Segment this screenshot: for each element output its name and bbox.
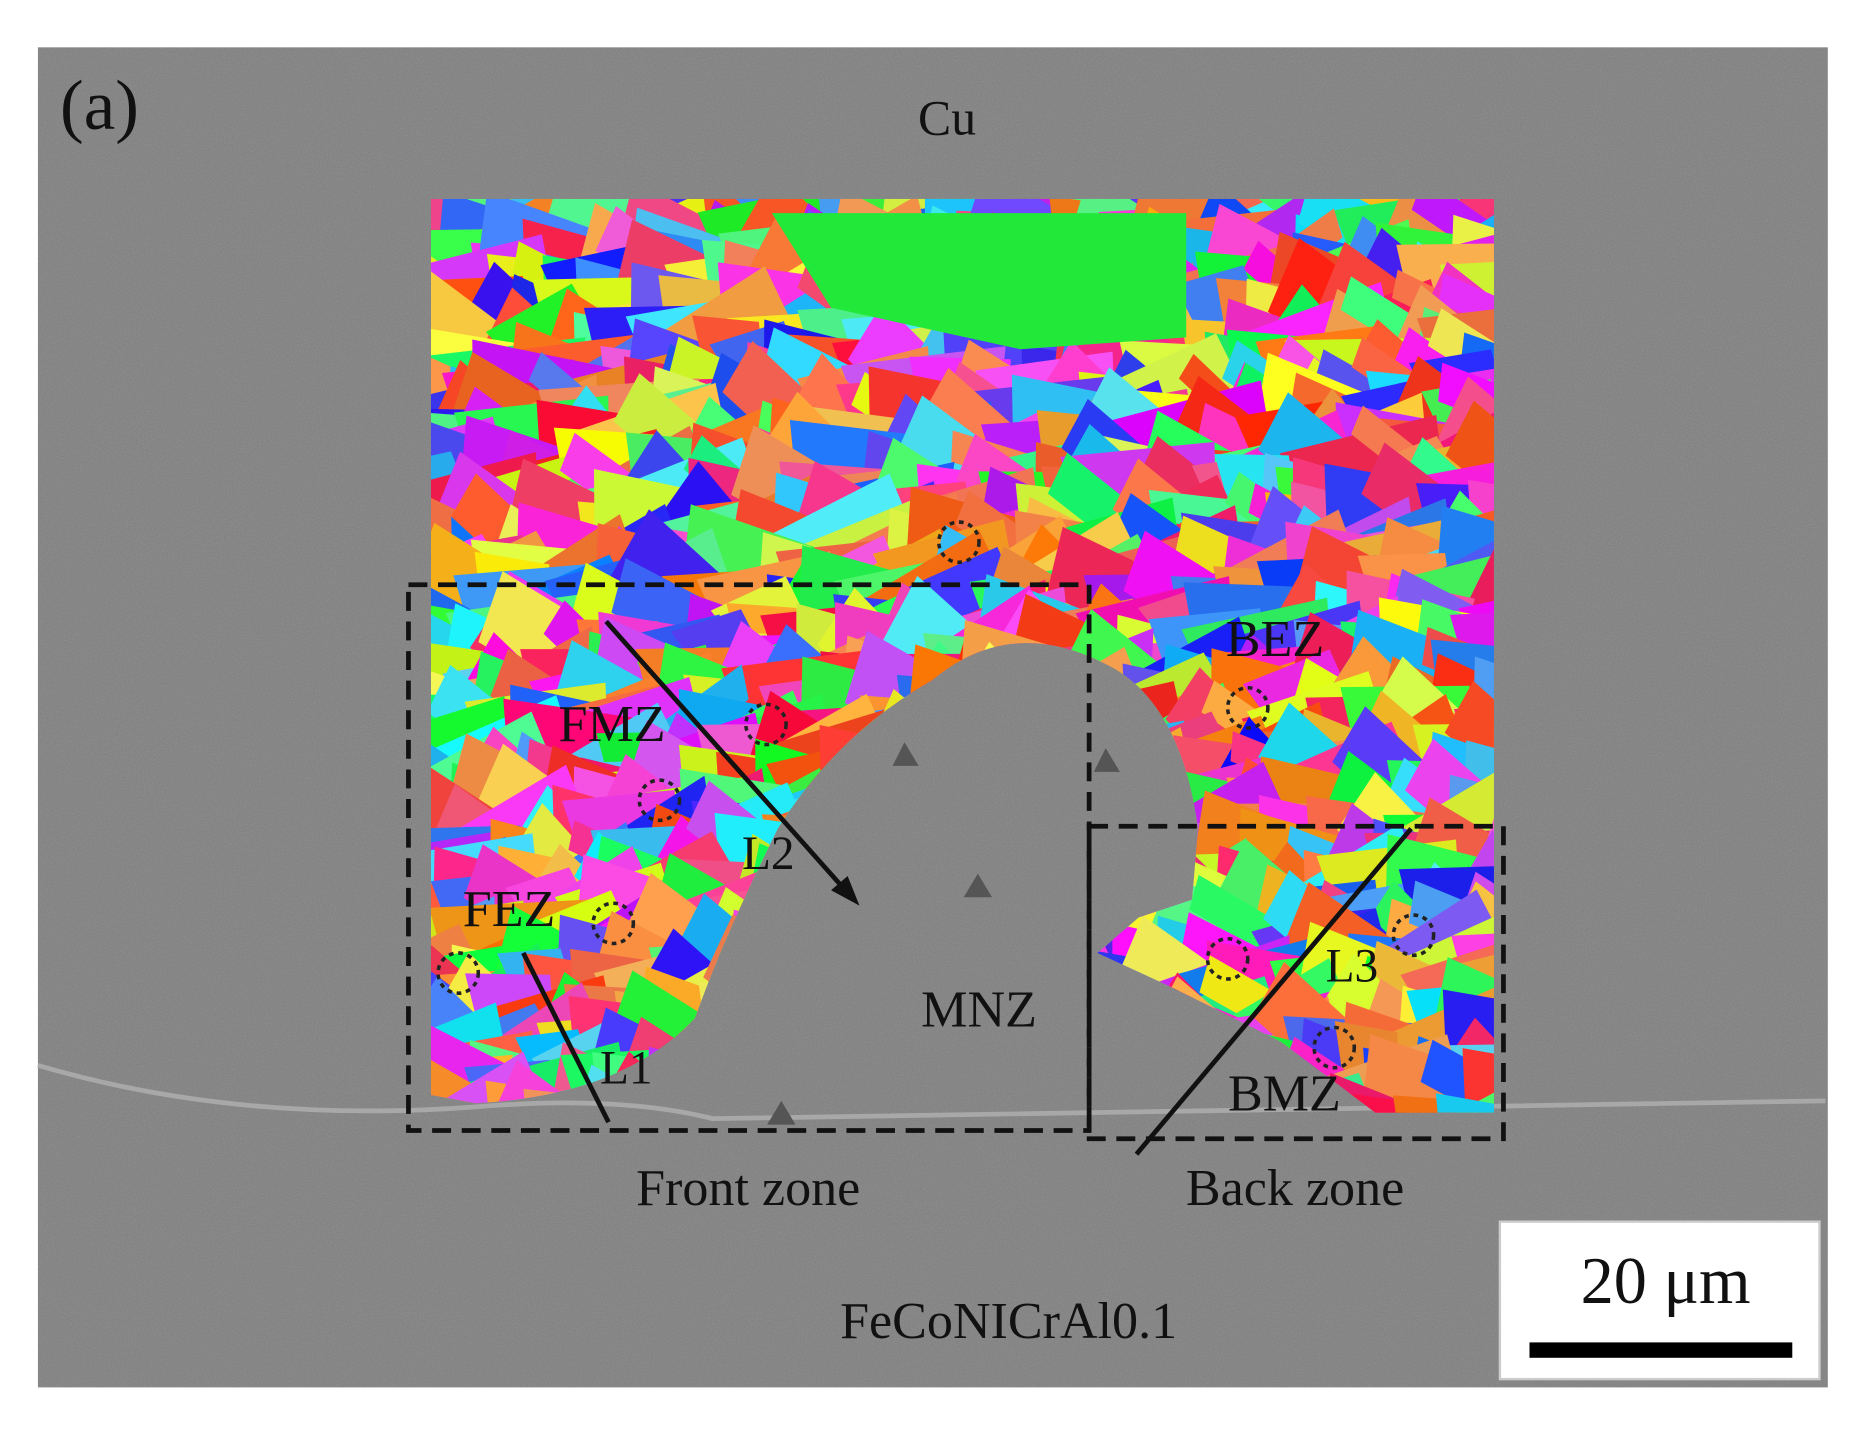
ebsd-grain [1445,400,1494,514]
scale-bar [1529,1342,1793,1358]
line-label: L1 [600,1042,653,1094]
panel-label: (a) [60,67,139,145]
marker-circle [637,778,682,823]
back-zone-box [1086,823,1506,1142]
box-label: Back zone [1186,1160,1404,1217]
line-label: L2 [742,828,795,880]
marker-circle [744,702,788,747]
marker-circles [436,520,1436,1070]
l1-line [521,951,611,1124]
ebsd-grain [1439,273,1494,349]
ebsd-grain [1432,957,1494,1077]
zone-label: FMZ [559,696,666,753]
scan-lines [521,619,1413,1156]
l2-line [604,619,848,892]
marker-circle [1205,936,1250,981]
indent [1093,748,1120,772]
top-material: Cu [918,91,976,146]
marker-circle [436,951,481,995]
indent [767,1100,796,1125]
ebsd-grain [430,1002,509,1113]
marker-circle [1225,685,1270,730]
marker-circle [1312,1025,1357,1070]
indent [963,873,993,898]
marker-circle [937,520,981,565]
ebsd-grain [1331,1091,1470,1113]
indents [767,742,1120,1125]
line-label: L3 [1326,941,1379,993]
ebsd-grain [1413,797,1494,899]
indent [892,742,919,766]
scale-bar-label: 20 μm [1581,1245,1751,1318]
zone-label: BMZ [1228,1065,1341,1122]
zone-boxes [406,582,1506,1142]
marker-circle [591,901,636,946]
zone-label: FEZ [463,881,556,938]
l2-arrowhead [831,875,860,906]
ebsd-map [430,198,1494,1113]
ebsd-grain [1435,1093,1494,1113]
zone-label: MNZ [921,981,1037,1038]
ebsd-grain [1444,680,1494,825]
marker-circle [1391,913,1436,958]
l3-line [1134,827,1413,1156]
interface-line [37,1063,1826,1122]
box-label: Front zone [636,1160,860,1217]
ebsd-grain [771,213,1187,350]
bottom-material: FeCoNICrAl0.1 [840,1293,1177,1350]
zone-label: BEZ [1226,611,1324,668]
